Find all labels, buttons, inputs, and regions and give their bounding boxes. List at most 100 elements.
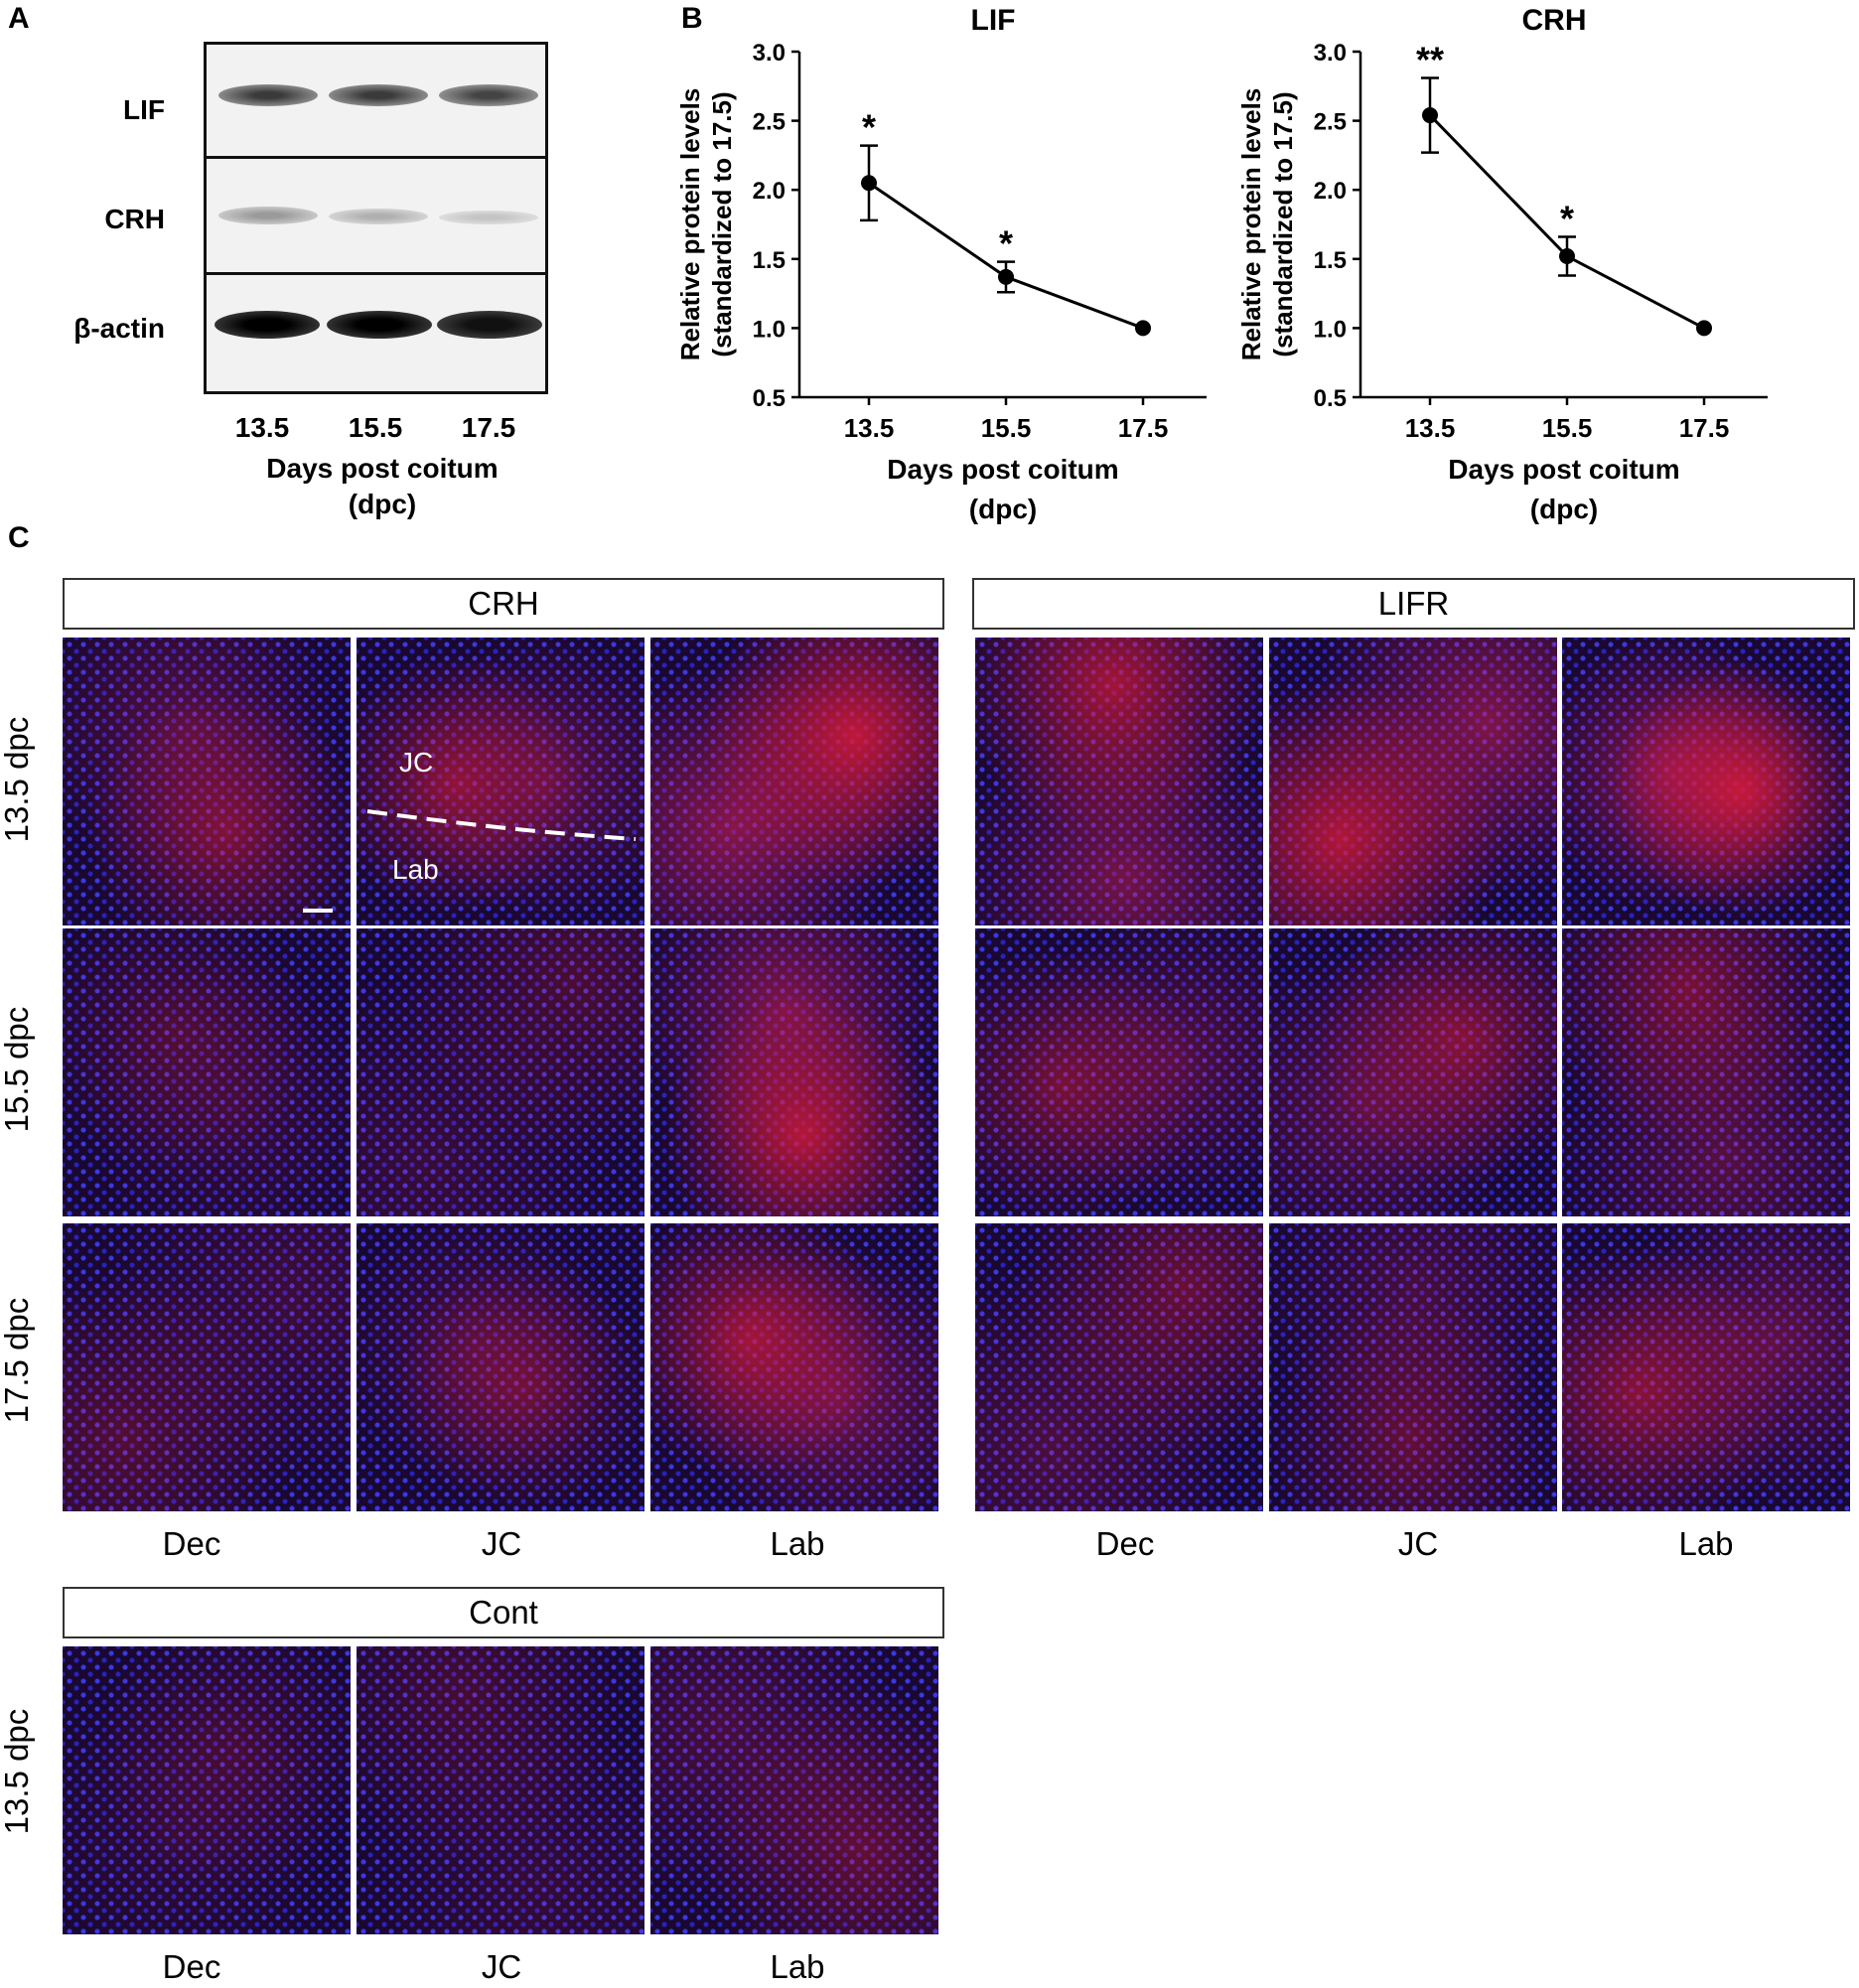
cont-header: Cont xyxy=(63,1587,944,1638)
data-point xyxy=(1422,107,1438,124)
cont-col-label-jc: JC xyxy=(481,1948,522,1985)
panel-a-letter: A xyxy=(8,2,30,35)
fluorescence-tile-crh-dec-13-5 xyxy=(63,638,351,925)
y-tick-label: 2.0 xyxy=(1314,178,1347,205)
data-point xyxy=(861,175,877,192)
blot-xlabel-line2: (dpc) xyxy=(348,489,417,519)
x-tick-label: 13.5 xyxy=(844,413,895,443)
panel-c-letter: C xyxy=(8,521,30,554)
blot-strip-actin xyxy=(207,275,545,391)
band xyxy=(329,84,428,106)
band xyxy=(439,211,538,224)
y-axis-label: (standardized to 17.5) xyxy=(1268,91,1298,356)
fluorescence-tile-lifr-lab-15-5 xyxy=(1562,928,1850,1216)
fluorescence-tile-crh-jc-13-5 xyxy=(357,638,644,925)
x-axis-label: (dpc) xyxy=(969,494,1037,524)
fluorescence-tile-lifr-dec-17-5 xyxy=(975,1223,1263,1511)
y-tick-label: 1.0 xyxy=(753,316,786,343)
fluorescence-tile-lifr-jc-13-5 xyxy=(1269,638,1557,925)
x-axis-label: Days post coitum xyxy=(887,454,1118,485)
fluorescence-tile-cont-lab xyxy=(650,1646,938,1934)
y-tick-label: 2.5 xyxy=(753,109,786,136)
chart-title: LIF xyxy=(971,4,1016,37)
band xyxy=(218,207,318,224)
lif-line-chart: LIF 0.5 1.0 1.5 2.0 2.5 3.0 13.5 15.5 17.5 * * Relat… xyxy=(675,4,1207,524)
band xyxy=(218,84,318,106)
data-point xyxy=(1559,248,1575,265)
row-label-17-5: 17.5 dpc xyxy=(0,1297,35,1424)
y-tick-label: 3.0 xyxy=(1314,40,1347,67)
blot-strip-crh xyxy=(207,159,545,275)
band xyxy=(437,311,542,339)
cont-col-label-lab: Lab xyxy=(770,1948,825,1985)
cont-row-label: 13.5 dpc xyxy=(0,1708,35,1835)
lifr-col-label-lab: Lab xyxy=(1678,1525,1734,1562)
significance-marker: * xyxy=(862,107,876,148)
fluorescence-tile-cont-jc xyxy=(357,1646,644,1934)
lifr-header: LIFR xyxy=(972,578,1855,630)
fluorescence-tile-crh-lab-17-5 xyxy=(650,1223,938,1511)
band xyxy=(327,311,432,339)
fluorescence-tile-lifr-jc-17-5 xyxy=(1269,1223,1557,1511)
cont-col-label-dec: Dec xyxy=(162,1948,221,1985)
blot-xlabel-line1: Days post coitum xyxy=(266,453,499,484)
lab-annotation: Lab xyxy=(392,854,439,885)
crh-col-label-lab: Lab xyxy=(770,1525,825,1562)
scale-bar xyxy=(303,909,333,913)
y-tick-label: 0.5 xyxy=(753,385,786,412)
significance-marker: ** xyxy=(1416,39,1444,79)
fluorescence-tile-crh-dec-15-5 xyxy=(63,928,351,1216)
y-tick-label: 1.0 xyxy=(1314,316,1347,343)
crh-header: CRH xyxy=(63,578,944,630)
data-point xyxy=(1696,320,1712,337)
fluorescence-tile-crh-lab-15-5 xyxy=(650,928,938,1216)
y-tick-label: 1.5 xyxy=(753,247,786,274)
x-axis-label: Days post coitum xyxy=(1448,454,1679,485)
crh-col-label-jc: JC xyxy=(481,1525,522,1562)
band xyxy=(214,311,320,339)
x-tick-label: 15.5 xyxy=(1542,413,1593,443)
y-tick-label: 1.5 xyxy=(1314,247,1347,274)
fluorescence-tile-lifr-dec-13-5 xyxy=(975,638,1263,925)
chart-title: CRH xyxy=(1522,4,1587,37)
significance-marker: * xyxy=(999,223,1013,264)
row-label-15-5: 15.5 dpc xyxy=(0,1006,35,1133)
y-tick-label: 2.0 xyxy=(753,178,786,205)
crh-col-label-dec: Dec xyxy=(162,1525,221,1562)
y-axis-label: Relative protein levels xyxy=(1236,88,1266,361)
blot-row-label-lif: LIF xyxy=(123,94,165,125)
y-axis-label: Relative protein levels xyxy=(675,88,705,361)
fluorescence-tile-lifr-jc-15-5 xyxy=(1269,928,1557,1216)
row-label-13-5: 13.5 dpc xyxy=(0,716,35,843)
band xyxy=(329,209,428,224)
y-axis-label: (standardized to 17.5) xyxy=(707,91,737,356)
blot-strip-lif xyxy=(207,45,545,159)
jc-annotation: JC xyxy=(399,747,434,778)
x-tick-label: 13.5 xyxy=(1405,413,1456,443)
fluorescence-tile-crh-lab-13-5 xyxy=(650,638,938,925)
blot-lane-label: 13.5 xyxy=(234,412,290,443)
data-point xyxy=(1135,320,1151,337)
lifr-col-label-dec: Dec xyxy=(1095,1525,1155,1562)
fluorescence-tile-crh-jc-17-5 xyxy=(357,1223,644,1511)
y-tick-label: 2.5 xyxy=(1314,109,1347,136)
fluorescence-tile-lifr-dec-15-5 xyxy=(975,928,1263,1216)
data-point xyxy=(998,268,1014,285)
y-tick-label: 3.0 xyxy=(753,40,786,67)
panel-b-letter: B xyxy=(681,2,703,35)
blot-row-label-crh: CRH xyxy=(104,204,165,234)
y-tick-label: 0.5 xyxy=(1314,385,1347,412)
blot-lane-label: 17.5 xyxy=(461,412,516,443)
western-blot xyxy=(204,42,548,394)
fluorescence-tile-crh-dec-17-5 xyxy=(63,1223,351,1511)
fluorescence-tile-lifr-lab-13-5 xyxy=(1562,638,1850,925)
band xyxy=(439,84,538,106)
lifr-col-label-jc: JC xyxy=(1397,1525,1439,1562)
x-axis-label: (dpc) xyxy=(1530,494,1598,524)
blot-row-label-actin: β-actin xyxy=(73,313,165,344)
fluorescence-tile-lifr-lab-17-5 xyxy=(1562,1223,1850,1511)
fluorescence-tile-cont-dec xyxy=(63,1646,351,1934)
fluorescence-tile-crh-jc-15-5 xyxy=(357,928,644,1216)
x-tick-label: 15.5 xyxy=(981,413,1032,443)
